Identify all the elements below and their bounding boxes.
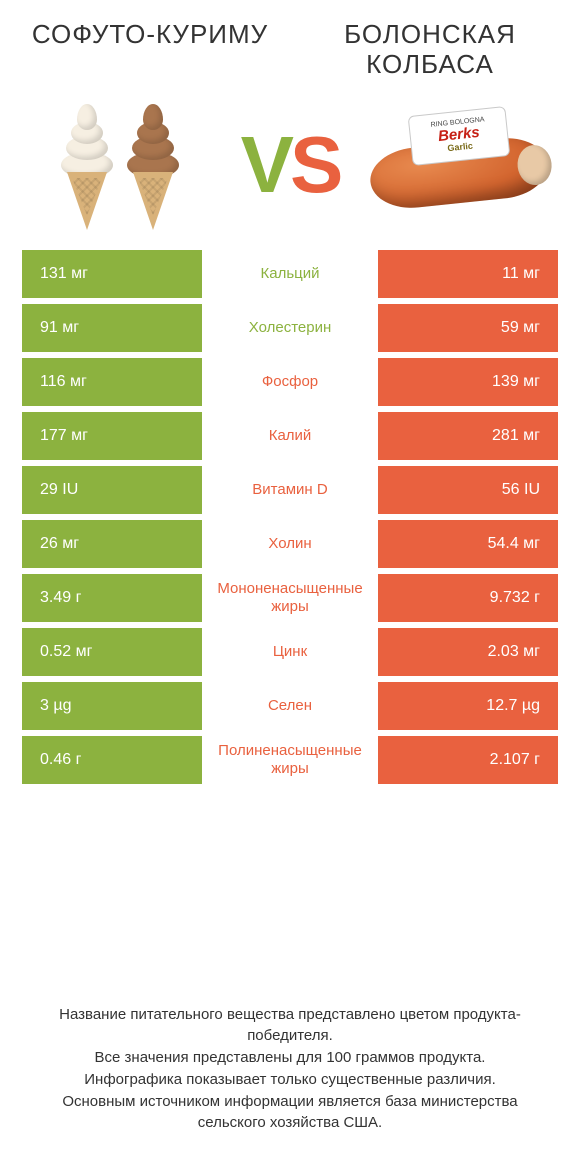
right-value: 9.732 г (378, 574, 558, 622)
left-value: 177 мг (22, 412, 202, 460)
images-row: VS RING BOLOGNA Berks Garlic (0, 90, 580, 250)
left-product-title: Софуто-куриму (30, 20, 270, 80)
comparison-table: 131 мгКальций11 мг 91 мгХолестерин59 мг 11… (0, 250, 580, 784)
right-value: 2.107 г (378, 736, 558, 784)
sausage-label: RING BOLOGNA Berks Garlic (408, 106, 511, 166)
nutrient-label: Селен (202, 682, 378, 730)
vs-s: S (290, 120, 339, 209)
footer-line: Инфографика показывает только существенн… (28, 1069, 552, 1091)
nutrient-label: Холестерин (202, 304, 378, 352)
table-row: 3.49 гМононенасыщенные жиры9.732 г (22, 574, 558, 622)
left-value: 116 мг (22, 358, 202, 406)
sausage-icon: RING BOLOGNA Berks Garlic (370, 115, 550, 215)
header: Софуто-куриму Болонская колбаса (0, 0, 580, 90)
left-value: 0.52 мг (22, 628, 202, 676)
table-row: 91 мгХолестерин59 мг (22, 304, 558, 352)
right-product-image: RING BOLOGNA Berks Garlic (370, 95, 550, 235)
vs-v: V (241, 120, 290, 209)
footer-notes: Название питательного вещества представл… (0, 1004, 580, 1135)
left-product-image (30, 95, 210, 235)
vs-label: VS (241, 125, 340, 205)
left-value: 91 мг (22, 304, 202, 352)
table-row: 177 мгКалий281 мг (22, 412, 558, 460)
nutrient-label: Витамин D (202, 466, 378, 514)
nutrient-label: Холин (202, 520, 378, 568)
nutrient-label: Фосфор (202, 358, 378, 406)
nutrient-label: Кальций (202, 250, 378, 298)
right-value: 54.4 мг (378, 520, 558, 568)
table-row: 26 мгХолин54.4 мг (22, 520, 558, 568)
table-row: 116 мгФосфор139 мг (22, 358, 558, 406)
nutrient-label: Полиненасыщенные жиры (202, 736, 378, 784)
table-row: 0.46 гПолиненасыщенные жиры2.107 г (22, 736, 558, 784)
right-product-title: Болонская колбаса (310, 20, 550, 80)
right-value: 2.03 мг (378, 628, 558, 676)
right-value: 281 мг (378, 412, 558, 460)
footer-line: Все значения представлены для 100 граммо… (28, 1047, 552, 1069)
left-value: 131 мг (22, 250, 202, 298)
right-value: 59 мг (378, 304, 558, 352)
icecream-icon (57, 100, 183, 230)
right-value: 12.7 µg (378, 682, 558, 730)
left-value: 26 мг (22, 520, 202, 568)
right-value: 56 IU (378, 466, 558, 514)
nutrient-label: Мононенасыщенные жиры (202, 574, 378, 622)
right-value: 139 мг (378, 358, 558, 406)
table-row: 131 мгКальций11 мг (22, 250, 558, 298)
table-row: 3 µgСелен12.7 µg (22, 682, 558, 730)
left-value: 3 µg (22, 682, 202, 730)
left-value: 29 IU (22, 466, 202, 514)
nutrient-label: Цинк (202, 628, 378, 676)
left-value: 3.49 г (22, 574, 202, 622)
right-value: 11 мг (378, 250, 558, 298)
left-value: 0.46 г (22, 736, 202, 784)
nutrient-label: Калий (202, 412, 378, 460)
footer-line: Основным источником информации является … (28, 1091, 552, 1135)
table-row: 29 IUВитамин D56 IU (22, 466, 558, 514)
table-row: 0.52 мгЦинк2.03 мг (22, 628, 558, 676)
footer-line: Название питательного вещества представл… (28, 1004, 552, 1048)
